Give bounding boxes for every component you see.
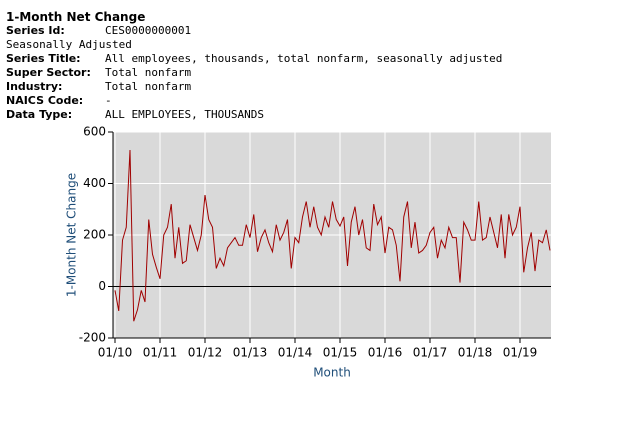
title: 1-Month Net Change	[6, 10, 146, 24]
x-tick-label: 01/13	[233, 346, 268, 360]
field-row: Data Type: ALL EMPLOYEES, THOUSANDS	[6, 108, 502, 122]
field-label: Data Type:	[6, 108, 73, 121]
y-tick-label: 0	[98, 279, 106, 293]
y-axis-label: 1-Month Net Change	[65, 173, 79, 297]
field-row: NAICS Code: -	[6, 94, 502, 108]
y-tick-label: 400	[83, 176, 106, 190]
field-label: NAICS Code:	[6, 94, 84, 107]
field-row: Series Id: CES0000000001	[6, 24, 502, 38]
field-value: All employees, thousands, total nonfarm,…	[105, 52, 503, 65]
y-tick-label: -200	[79, 331, 106, 345]
field-label: Series Id:	[6, 24, 65, 37]
field-row: Super Sector: Total nonfarm	[6, 66, 502, 80]
x-tick-label: 01/16	[368, 346, 403, 360]
field-label: Super Sector:	[6, 66, 91, 79]
x-tick-label: 01/18	[458, 346, 493, 360]
x-tick-label: 01/19	[503, 346, 538, 360]
field-label: Industry:	[6, 80, 63, 93]
field-value: CES0000000001	[105, 24, 192, 37]
y-tick-label: 200	[83, 228, 106, 242]
x-tick-label: 01/12	[188, 346, 223, 360]
field-value: Total nonfarm	[105, 66, 192, 79]
field-value: Total nonfarm	[105, 80, 192, 93]
x-axis-label: Month	[313, 366, 351, 380]
x-tick-label: 01/15	[323, 346, 358, 360]
x-tick-label: 01/14	[278, 346, 313, 360]
x-tick-label: 01/10	[98, 346, 133, 360]
note: Seasonally Adjusted	[6, 38, 132, 51]
field-label: Series Title:	[6, 52, 81, 65]
field-value: -	[105, 94, 112, 107]
field-row: Series Title: All employees, thousands, t…	[6, 52, 502, 66]
field-value: ALL EMPLOYEES, THOUSANDS	[105, 108, 264, 121]
field-row: Industry: Total nonfarm	[6, 80, 502, 94]
x-tick-label: 01/17	[413, 346, 448, 360]
data-line	[114, 150, 551, 322]
x-tick-label: 01/11	[143, 346, 178, 360]
series-info: 1-Month Net Change Series Id: CES000000000…	[6, 10, 502, 122]
y-tick-label: 600	[83, 125, 106, 139]
